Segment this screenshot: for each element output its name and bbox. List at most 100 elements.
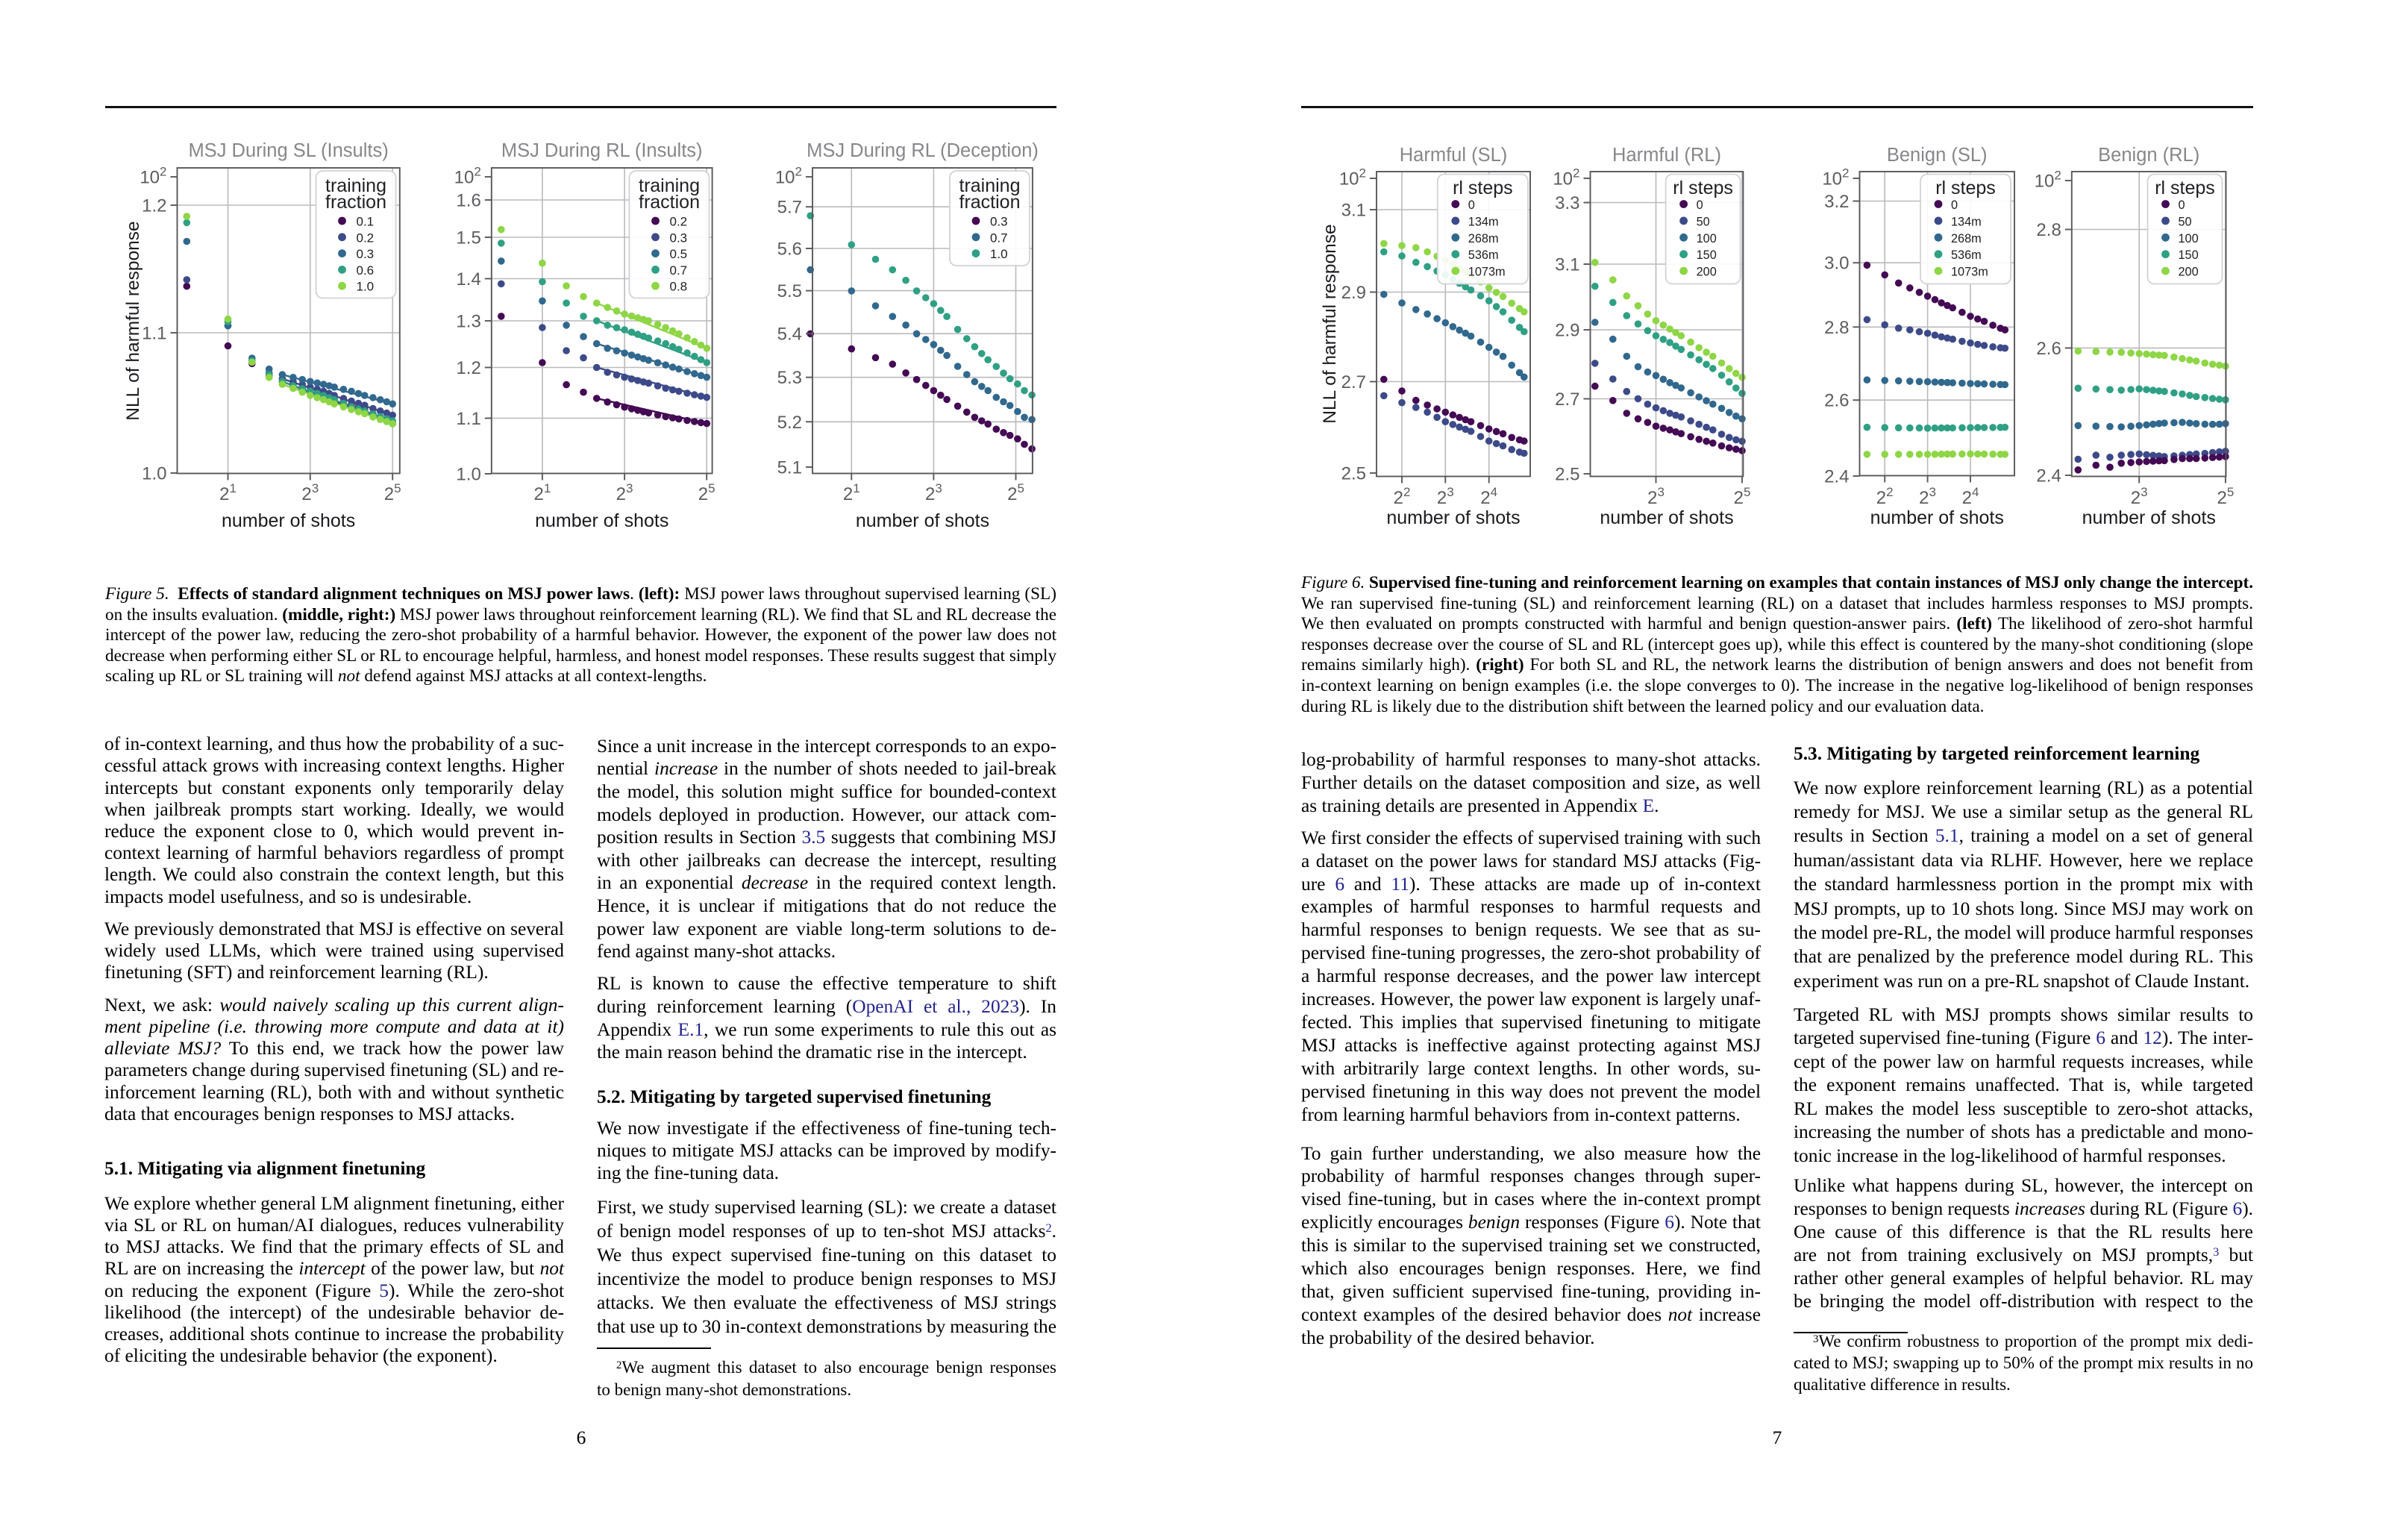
svg-text:MSJ During RL (Deception): MSJ During RL (Deception) <box>807 140 1039 161</box>
svg-text:0.7: 0.7 <box>670 263 688 278</box>
svg-text:23: 23 <box>1647 485 1665 508</box>
svg-text:5.3: 5.3 <box>777 368 802 388</box>
svg-text:21: 21 <box>533 481 551 504</box>
svg-text:21: 21 <box>219 481 237 504</box>
svg-text:1.6: 1.6 <box>456 191 480 211</box>
svg-text:1.0: 1.0 <box>990 247 1008 261</box>
svg-text:25: 25 <box>384 481 401 504</box>
svg-text:1.4: 1.4 <box>456 269 480 289</box>
svg-text:21: 21 <box>843 481 860 504</box>
svg-text:rl steps: rl steps <box>1935 178 1996 198</box>
svg-text:2.5: 2.5 <box>1341 464 1366 484</box>
svg-text:1.1: 1.1 <box>142 324 166 344</box>
svg-text:0.2: 0.2 <box>670 215 688 229</box>
svg-text:5.4: 5.4 <box>777 325 802 345</box>
svg-text:2.6: 2.6 <box>1824 391 1849 411</box>
svg-text:rl steps: rl steps <box>1673 178 1733 198</box>
svg-text:5.5: 5.5 <box>777 281 802 301</box>
svg-text:number of shots: number of shots <box>535 510 668 531</box>
svg-text:Benign (SL): Benign (SL) <box>1887 145 1988 166</box>
svg-text:0.5: 0.5 <box>670 247 688 261</box>
svg-text:200: 200 <box>2179 266 2199 279</box>
svg-text:50: 50 <box>1697 215 1710 228</box>
svg-text:23: 23 <box>925 481 942 504</box>
svg-text:3.0: 3.0 <box>1824 254 1849 274</box>
svg-text:25: 25 <box>698 481 715 504</box>
svg-text:number of shots: number of shots <box>1870 507 2004 528</box>
svg-text:1073m: 1073m <box>1951 266 1988 279</box>
svg-text:3.1: 3.1 <box>1555 255 1579 275</box>
svg-text:23: 23 <box>616 481 633 504</box>
svg-text:0.7: 0.7 <box>990 231 1008 245</box>
svg-text:rl steps: rl steps <box>2155 178 2215 198</box>
svg-text:0.3: 0.3 <box>670 231 688 245</box>
svg-text:25: 25 <box>2217 485 2234 508</box>
svg-text:102: 102 <box>2035 169 2061 192</box>
svg-text:2.8: 2.8 <box>2036 220 2061 240</box>
svg-text:2.9: 2.9 <box>1555 321 1579 341</box>
svg-text:102: 102 <box>1822 166 1849 190</box>
svg-text:number of shots: number of shots <box>856 510 989 531</box>
svg-text:0.6: 0.6 <box>357 263 375 278</box>
svg-text:2.6: 2.6 <box>2036 339 2061 359</box>
svg-text:fraction: fraction <box>639 192 700 213</box>
svg-text:0.8: 0.8 <box>670 280 688 294</box>
svg-text:1073m: 1073m <box>1468 266 1506 279</box>
svg-text:102: 102 <box>1553 166 1579 190</box>
svg-text:23: 23 <box>1437 485 1454 508</box>
svg-text:536m: 536m <box>1951 248 1982 262</box>
svg-text:1.0: 1.0 <box>357 280 375 294</box>
svg-text:2.9: 2.9 <box>1341 283 1366 303</box>
svg-text:Benign (RL): Benign (RL) <box>2098 145 2199 166</box>
svg-text:1.2: 1.2 <box>456 358 480 378</box>
svg-text:rl steps: rl steps <box>1453 178 1513 198</box>
svg-text:1.0: 1.0 <box>142 464 166 484</box>
svg-text:102: 102 <box>1339 166 1366 190</box>
svg-text:3.2: 3.2 <box>1824 192 1849 212</box>
svg-text:1.2: 1.2 <box>142 196 166 216</box>
svg-text:0: 0 <box>2179 198 2185 212</box>
svg-text:MSJ During SL (Insults): MSJ During SL (Insults) <box>188 140 388 161</box>
svg-text:0.3: 0.3 <box>990 215 1008 229</box>
svg-text:0: 0 <box>1951 198 1958 212</box>
svg-text:0: 0 <box>1697 198 1703 212</box>
svg-text:1.5: 1.5 <box>456 228 480 248</box>
svg-text:NLL of harmful response: NLL of harmful response <box>1320 224 1340 423</box>
svg-text:3.1: 3.1 <box>1341 201 1366 221</box>
svg-text:5.1: 5.1 <box>777 458 802 478</box>
svg-text:5.2: 5.2 <box>777 413 802 433</box>
svg-text:23: 23 <box>1919 485 1936 508</box>
svg-text:100: 100 <box>2179 232 2199 245</box>
svg-text:22: 22 <box>1394 485 1411 508</box>
svg-text:3.3: 3.3 <box>1555 193 1579 213</box>
svg-text:0: 0 <box>1468 198 1475 212</box>
svg-text:fraction: fraction <box>325 192 386 213</box>
svg-text:200: 200 <box>1697 266 1717 279</box>
svg-text:5.7: 5.7 <box>777 198 802 218</box>
svg-text:1.1: 1.1 <box>456 409 480 429</box>
svg-text:0.1: 0.1 <box>357 215 375 229</box>
svg-text:2.4: 2.4 <box>2036 466 2061 486</box>
svg-text:2.5: 2.5 <box>1555 465 1579 485</box>
svg-text:50: 50 <box>2179 215 2192 228</box>
svg-text:MSJ During RL (Insults): MSJ During RL (Insults) <box>501 140 703 161</box>
svg-text:NLL of harmful response: NLL of harmful response <box>123 221 143 420</box>
svg-text:102: 102 <box>775 165 802 188</box>
svg-text:1.0: 1.0 <box>456 465 480 485</box>
svg-text:1.3: 1.3 <box>456 312 480 332</box>
svg-text:2.7: 2.7 <box>1341 372 1366 392</box>
svg-text:23: 23 <box>301 481 319 504</box>
svg-text:150: 150 <box>2179 248 2199 262</box>
svg-text:134m: 134m <box>1468 215 1499 228</box>
svg-text:Harmful (SL): Harmful (SL) <box>1400 145 1508 166</box>
svg-text:5.6: 5.6 <box>777 240 802 260</box>
svg-text:536m: 536m <box>1468 248 1499 262</box>
svg-text:268m: 268m <box>1468 232 1499 245</box>
svg-text:number of shots: number of shots <box>2082 507 2216 528</box>
svg-text:0.2: 0.2 <box>357 231 375 245</box>
svg-text:102: 102 <box>454 165 481 188</box>
svg-text:25: 25 <box>1734 485 1751 508</box>
svg-text:training: training <box>325 175 386 196</box>
svg-text:100: 100 <box>1697 232 1717 245</box>
svg-text:Harmful (RL): Harmful (RL) <box>1612 145 1721 166</box>
